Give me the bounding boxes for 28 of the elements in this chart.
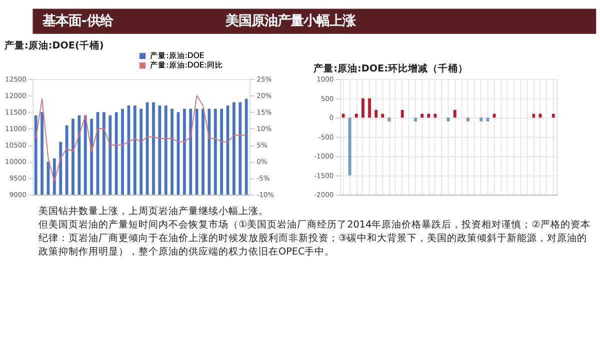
text: 但美国页岩油的产量短时间内不会恢复市场（①美国页岩油厂商经历了2014年原油价格暴跌后，投资相对谨慎；②严格的资本	[38, 218, 590, 230]
bar	[362, 98, 364, 118]
chart-title: 产量:原油:DOE(千桶)	[4, 39, 104, 52]
bar	[453, 110, 456, 118]
bar	[532, 114, 536, 118]
bar	[466, 118, 470, 122]
bar	[427, 114, 430, 118]
bar	[434, 114, 437, 118]
bar	[552, 114, 555, 118]
bar	[414, 118, 417, 122]
legend-label: 产量:原油:DOE:同比	[150, 60, 223, 70]
bar	[446, 118, 450, 122]
chart-title: 产量:原油:DOE:环比增减（千桶）	[312, 62, 468, 74]
text: 纪律：页岩油厂商更倾向于在油价上涨的时候发放股利而非新投资；③碳中和大背景下，美国的政策倾斜于新能源，对原油的	[38, 232, 588, 244]
legend-label: 产量:原油:DOE	[150, 50, 204, 60]
bar	[420, 114, 424, 118]
text: 美国钻井数量上涨，上周页岩油产量继续小幅上涨。	[38, 204, 269, 217]
bar	[368, 98, 371, 118]
text: 美国原油产量小幅上涨	[224, 13, 356, 30]
bar	[381, 114, 384, 118]
bar	[354, 114, 358, 118]
bar	[400, 110, 404, 118]
bar	[348, 118, 352, 176]
text: 基本面-供给	[41, 13, 114, 30]
bar	[480, 118, 483, 122]
bar	[374, 110, 378, 118]
text: 政策抑制作用明显），整个原油的供应端的权力依旧在OPEC手中。	[38, 245, 335, 258]
line-series	[35, 95, 247, 182]
